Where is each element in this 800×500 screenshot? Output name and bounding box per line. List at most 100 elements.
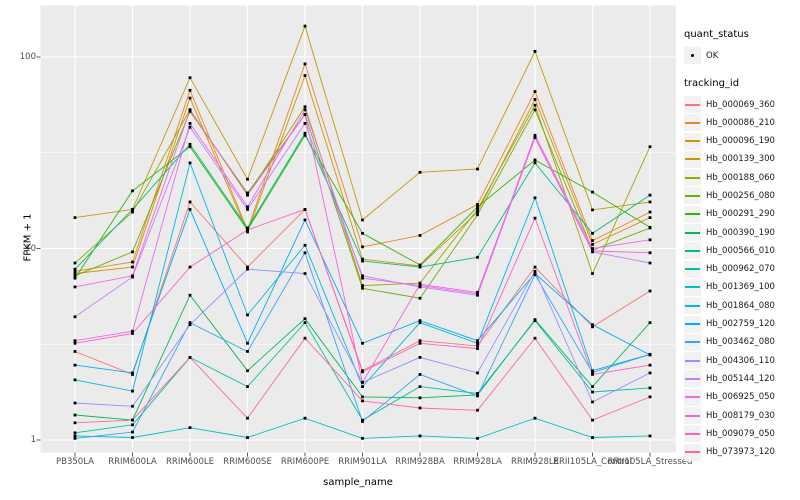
data-point-marker (533, 336, 537, 340)
data-point-marker (303, 416, 307, 420)
data-point-marker (591, 247, 594, 250)
legend-label: Hb_001864_080 (706, 300, 775, 311)
legend-label: Hb_003462_080 (706, 337, 775, 348)
legend-item-Hb_008179_030: Hb_008179_030 (684, 407, 800, 425)
data-point-marker (131, 373, 134, 376)
data-point-marker (648, 251, 652, 255)
legend-label: Hb_000390_190 (706, 227, 775, 238)
data-point-marker (73, 350, 77, 353)
data-point-marker (648, 352, 652, 356)
data-point-marker (131, 329, 134, 333)
data-point-marker (303, 133, 307, 137)
legend-title-quant-status: quant_status (684, 29, 749, 40)
data-point-marker (73, 261, 77, 265)
line-swatch-icon (685, 249, 700, 252)
data-point-marker (246, 193, 249, 197)
line-swatch-icon (685, 341, 700, 344)
data-point-marker (648, 321, 652, 325)
legend-item-Hb_000566_010: Hb_000566_010 (684, 242, 800, 260)
line-swatch-icon (685, 286, 700, 289)
line-swatch-icon (685, 213, 700, 216)
x-axis-title: sample_name (323, 477, 393, 488)
data-point-marker (361, 245, 364, 249)
x-tick-label-RRIM600SE: RRIM600SE (223, 457, 272, 467)
line-swatch-icon (685, 194, 700, 197)
data-point-marker (246, 416, 249, 420)
data-point-marker (533, 158, 537, 162)
legend-key-line-icon (684, 150, 701, 168)
data-point-marker (476, 436, 479, 440)
data-point-marker (591, 325, 594, 329)
data-point-marker (73, 434, 77, 438)
data-point-marker (533, 273, 537, 277)
legend-item-Hb_002759_120: Hb_002759_120 (684, 315, 800, 333)
data-point-marker (361, 218, 364, 222)
legend-label: Hb_005144_120 (706, 373, 775, 384)
legend-key-line-icon (684, 443, 701, 461)
data-point-marker (303, 62, 307, 66)
data-point-marker (188, 323, 192, 327)
data-point-marker (476, 208, 479, 211)
data-point-marker (361, 231, 364, 235)
data-point-marker (648, 200, 652, 204)
data-point-marker (188, 88, 192, 92)
data-point-marker (246, 385, 249, 389)
line-swatch-icon (685, 432, 700, 435)
data-point-marker (188, 321, 192, 325)
legend-item-Hb_000139_300: Hb_000139_300 (684, 150, 800, 168)
data-point-marker (476, 394, 479, 398)
data-point-marker (131, 210, 134, 214)
data-point-marker (476, 210, 479, 214)
x-tick-label-RRII105LA_Control: RRII105LA_Control (553, 457, 632, 467)
data-point-marker (648, 145, 652, 149)
data-point-marker (418, 263, 422, 267)
data-point-marker (303, 131, 307, 135)
line-swatch-icon (685, 377, 700, 380)
data-point-marker (418, 234, 422, 237)
data-point-marker (591, 385, 594, 389)
legend-title-tracking-id: tracking_id (684, 78, 740, 89)
line-swatch-icon (685, 323, 700, 326)
data-point-marker (73, 413, 77, 417)
data-point-marker (418, 170, 422, 174)
data-point-marker (73, 378, 77, 382)
data-point-marker (361, 399, 364, 403)
legend-key-line-icon (684, 169, 701, 187)
data-point-marker (73, 339, 77, 343)
data-point-marker (303, 317, 307, 321)
legend-key-line-icon (684, 260, 701, 278)
data-point-marker (73, 341, 77, 345)
legend-key-line-icon (684, 278, 701, 296)
legend-item-Hb_000256_080: Hb_000256_080 (684, 187, 800, 205)
data-point-marker (73, 421, 77, 425)
legend-label: Hb_002759_120 (706, 319, 775, 330)
data-point-marker (533, 416, 537, 420)
data-point-marker (303, 272, 307, 275)
legend-label: Hb_009079_050 (706, 428, 775, 439)
legend-label: Hb_000566_010 (706, 245, 775, 256)
data-point-marker (648, 289, 652, 293)
data-point-marker (361, 370, 364, 374)
legend-key-line-icon (684, 96, 701, 113)
data-point-marker (188, 200, 192, 204)
legend-key-line-icon (684, 315, 701, 333)
data-point-marker (246, 177, 249, 181)
data-point-marker (476, 213, 479, 217)
data-point-marker (591, 208, 594, 212)
data-point-marker (131, 208, 134, 211)
x-tick-label-RRIM928BA: RRIM928BA (395, 457, 445, 467)
data-point-marker (131, 389, 134, 393)
x-tick-label-RRIM600LE: RRIM600LE (166, 457, 214, 467)
data-point-marker (591, 323, 594, 327)
data-point-marker (246, 369, 249, 373)
data-point-marker (361, 284, 364, 288)
data-point-marker (648, 216, 652, 219)
legend-item-Hb_000291_290: Hb_000291_290 (684, 205, 800, 223)
data-point-marker (418, 265, 422, 269)
data-point-marker (188, 76, 192, 80)
x-tick-label-RRIM901LA: RRIM901LA (338, 457, 387, 467)
legend-label: Hb_000291_290 (706, 209, 775, 220)
data-point-marker (73, 431, 77, 435)
legend-item-Hb_000096_190: Hb_000096_190 (684, 132, 800, 150)
line-swatch-icon (685, 304, 700, 307)
